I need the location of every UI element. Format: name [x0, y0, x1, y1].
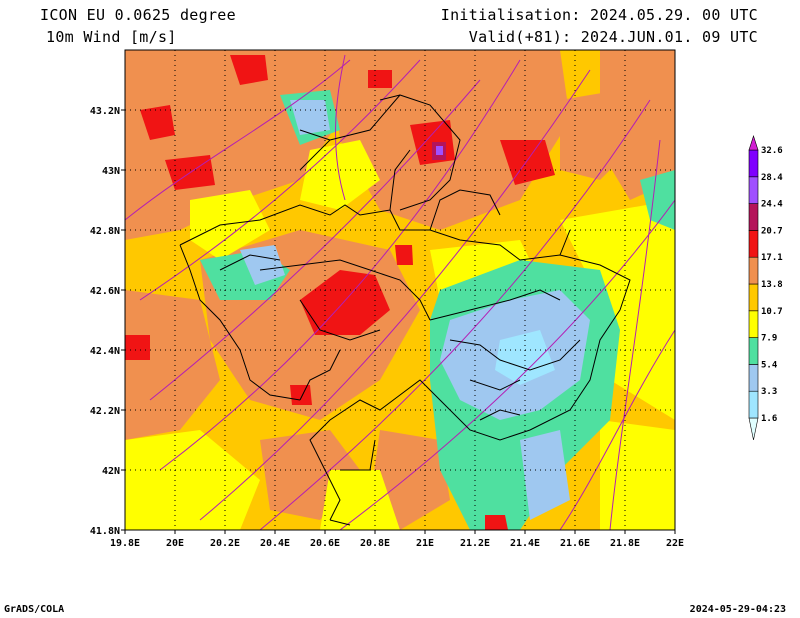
colorbar-level-label: 5.4 [761, 360, 778, 370]
lon-tick-label: 22E [666, 538, 684, 549]
lon-tick-label: 20.6E [310, 538, 340, 549]
colorbar-segment [748, 203, 759, 231]
colorbar-segment [748, 176, 759, 204]
variable-title: 10m Wind [m/s] [46, 28, 177, 46]
colorbar-min-arrow [748, 417, 759, 441]
lat-tick-label: 42.8N [90, 226, 120, 237]
lat-tick-label: 43.2N [90, 106, 120, 117]
lon-tick-label: 21E [416, 538, 434, 549]
colorbar-segment [748, 283, 759, 312]
lat-tick-label: 42.4N [90, 346, 120, 357]
lat-tick-label: 43N [102, 166, 120, 177]
colorbar-level-label: 7.9 [761, 334, 777, 344]
colorbar-segment [748, 390, 759, 419]
lon-tick-label: 20.2E [210, 538, 240, 549]
colorbar-level-label: 28.4 [761, 173, 783, 183]
colorbar-level-label: 10.7 [761, 307, 783, 317]
lon-tick-label: 20.8E [360, 538, 390, 549]
colorbar-segment [748, 149, 759, 178]
render-timestamp: 2024-05-29-04:23 [689, 604, 786, 615]
colorbar-max-arrow [748, 135, 759, 151]
colorbar-segment [748, 337, 759, 365]
wind-streamlines [125, 54, 675, 530]
software-credit: GrADS/COLA [4, 604, 65, 615]
longitude-tick-labels: 19.8E 20E 20.2E 20.4E 20.6E 20.8E 21E 21.2E 21.4… [110, 530, 684, 549]
map-gridlines [125, 50, 675, 530]
colorbar-level-label: 32.6 [761, 146, 783, 156]
colorbar-level-label: 24.4 [761, 200, 783, 210]
colorbar-level-label: 17.1 [761, 253, 783, 263]
lat-tick-label: 42.6N [90, 286, 120, 297]
lon-tick-label: 19.8E [110, 538, 140, 549]
lon-tick-label: 20.4E [260, 538, 290, 549]
colorbar-segment [748, 230, 759, 258]
initialisation-time: Initialisation: 2024.05.29. 00 UTC [440, 6, 758, 24]
colorbar: 1.6 3.3 5.4 7.9 10.7 13.8 17.1 20.7 24.4 28.4 32.6 [748, 135, 783, 441]
lon-tick-label: 21.6E [560, 538, 590, 549]
colorbar-segment [748, 364, 759, 392]
model-title: ICON EU 0.0625 degree [40, 6, 236, 24]
colorbar-level-label: 13.8 [761, 280, 783, 290]
colorbar-segment [748, 310, 759, 338]
colorbar-level-label: 3.3 [761, 387, 777, 397]
lon-tick-label: 20E [166, 538, 184, 549]
lon-tick-label: 21.2E [460, 538, 490, 549]
colorbar-level-label: 20.7 [761, 226, 783, 236]
valid-time: Valid(+81): 2024.JUN.01. 09 UTC [468, 28, 758, 46]
latitude-tick-labels: 41.8N 42N 42.2N 42.4N 42.6N 42.8N 43N 43.2N [90, 106, 125, 537]
lat-tick-label: 42N [102, 466, 120, 477]
colorbar-level-label: 1.6 [761, 414, 777, 424]
admin-borders [179, 94, 631, 526]
colorbar-segment [748, 256, 759, 285]
lat-tick-label: 41.8N [90, 526, 120, 537]
lon-tick-label: 21.8E [610, 538, 640, 549]
lon-tick-label: 21.4E [510, 538, 540, 549]
lat-tick-label: 42.2N [90, 406, 120, 417]
